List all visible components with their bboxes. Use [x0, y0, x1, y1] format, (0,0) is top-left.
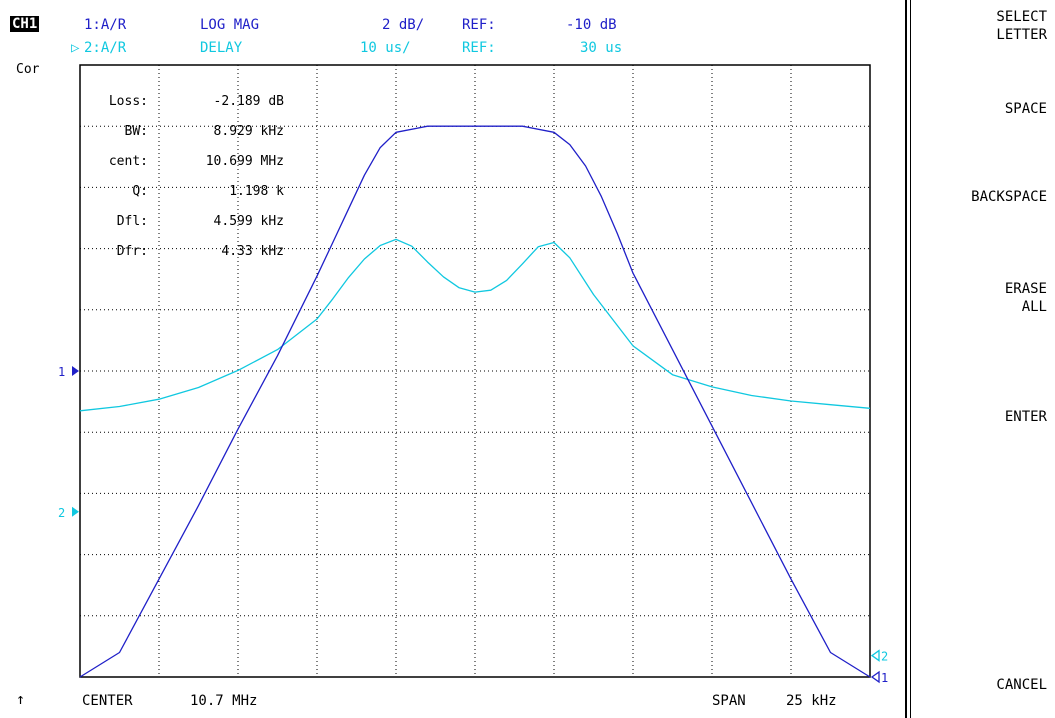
span-label: SPAN — [712, 693, 746, 709]
softkey-space[interactable]: SPACE — [1004, 101, 1047, 117]
correction-indicator: Cor — [16, 62, 40, 77]
softkey-erase-all[interactable]: ERASE ALL — [1004, 281, 1047, 316]
channel-badge: CH1 — [10, 16, 40, 32]
measurement-label: Dfr: — [116, 244, 148, 259]
ref-marker-label: 1 — [881, 671, 888, 685]
active-trace-arrow-icon: ▷ — [71, 40, 80, 56]
panel-separator-inner — [910, 0, 911, 718]
trace-chart: 1 2 2 1 — [58, 64, 888, 685]
measurement-label: BW: — [124, 124, 148, 139]
trace2-format: DELAY — [200, 40, 243, 56]
trace1-ref-value: -10 dB — [566, 17, 617, 33]
span-value: 25 kHz — [786, 693, 837, 709]
softkey-select-letter[interactable]: SELECT LETTER — [996, 9, 1047, 44]
measurement-label: cent: — [108, 154, 148, 169]
measurement-value: 8.929 kHz — [213, 124, 284, 139]
center-label: CENTER — [82, 693, 133, 709]
up-arrow-icon: ↑ — [16, 690, 26, 708]
measurement-value: 4.33 kHz — [221, 244, 284, 259]
chart-frame — [79, 64, 871, 678]
chart-traces — [79, 125, 871, 678]
ref-marker-label: 2 — [881, 650, 888, 664]
ref-marker-1-left-icon — [72, 366, 79, 376]
trace1-format: LOG MAG — [200, 17, 260, 33]
softkey-cancel[interactable]: CANCEL — [996, 677, 1047, 693]
ref-marker-2-left-icon — [72, 506, 79, 517]
ref-marker-1-right-icon — [870, 670, 880, 684]
ref-marker-2-right-icon — [870, 649, 880, 662]
trace2-ref-value: 30 us — [580, 40, 623, 56]
panel-separator — [905, 0, 907, 718]
ref-marker-label: 2 — [58, 506, 65, 520]
trace1-ref-label: REF: — [462, 17, 496, 33]
softkey-backspace[interactable]: BACKSPACE — [971, 189, 1047, 205]
measurement-label: Q: — [132, 184, 148, 199]
trace2-scale: 10 us/ — [360, 40, 411, 56]
trace1-name: 1:A/R — [84, 17, 127, 33]
ref-marker-label: 1 — [58, 365, 65, 379]
measurement-value: 1.198 k — [229, 184, 284, 199]
trace2-name: 2:A/R — [84, 40, 127, 56]
trace1-line — [79, 125, 871, 678]
measurement-value: 4.599 kHz — [213, 214, 284, 229]
trace1-scale: 2 dB/ — [382, 17, 425, 33]
softkey-enter[interactable]: ENTER — [1004, 409, 1047, 425]
measurement-value: -2.189 dB — [213, 94, 284, 109]
measurement-label: Dfl: — [116, 214, 148, 229]
measurement-value: 10.699 MHz — [205, 154, 284, 169]
center-value: 10.7 MHz — [190, 693, 258, 709]
measurement-label: Loss: — [108, 94, 148, 109]
trace2-line — [79, 238, 871, 412]
trace2-ref-label: REF: — [462, 40, 496, 56]
ref-markers: 1 2 2 1 — [58, 365, 888, 685]
